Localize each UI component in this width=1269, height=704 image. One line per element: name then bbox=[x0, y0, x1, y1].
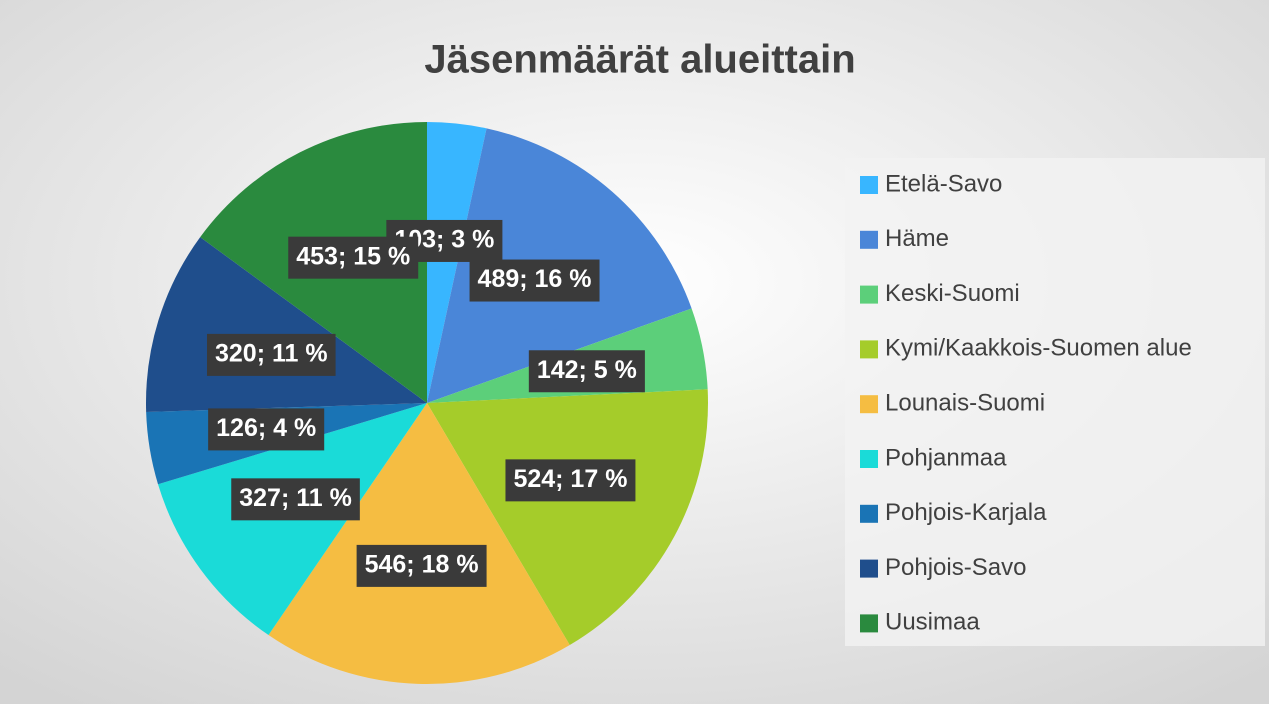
legend-swatch bbox=[860, 504, 878, 523]
legend-label: Lounais-Suomi bbox=[885, 390, 1045, 417]
data-label: 320; 11 % bbox=[215, 340, 328, 368]
chart-title: Jäsenmäärät alueittain bbox=[424, 38, 855, 82]
legend-swatch bbox=[860, 614, 878, 633]
legend-swatch bbox=[860, 559, 878, 578]
data-label-box bbox=[206, 333, 336, 376]
data-label: 126; 4 % bbox=[216, 414, 316, 442]
legend-label: Uusimaa bbox=[885, 609, 980, 636]
legend-label: Pohjanmaa bbox=[885, 444, 1007, 471]
data-label-box bbox=[231, 478, 360, 521]
legend-box bbox=[845, 158, 1265, 646]
legend-swatch bbox=[860, 395, 878, 414]
data-label-box bbox=[469, 259, 600, 302]
data-label: 142; 5 % bbox=[537, 356, 637, 384]
data-label-box bbox=[356, 544, 487, 587]
data-label-box bbox=[208, 408, 325, 451]
legend-swatch bbox=[860, 230, 878, 249]
legend-label: Kymi/Kaakkois-Suomen alue bbox=[885, 335, 1192, 362]
data-label: 489; 16 % bbox=[478, 265, 592, 293]
data-label-box bbox=[288, 236, 419, 279]
pie-slice bbox=[427, 122, 487, 403]
data-label-box bbox=[528, 350, 645, 393]
legend-label: Keski-Suomi bbox=[885, 280, 1020, 307]
legend-swatch bbox=[860, 285, 878, 304]
legend-label: Etelä-Savo bbox=[885, 170, 1002, 197]
legend-swatch bbox=[860, 340, 878, 359]
data-label: 453; 15 % bbox=[296, 242, 410, 270]
data-label: 546; 18 % bbox=[365, 550, 479, 578]
legend-swatch bbox=[860, 176, 878, 194]
legend-label: Pohjois-Savo bbox=[885, 554, 1026, 581]
data-label: 524; 17 % bbox=[513, 465, 627, 493]
legend-label: Häme bbox=[885, 225, 949, 252]
pie-slice bbox=[427, 389, 709, 646]
pie-slice bbox=[268, 403, 570, 684]
data-label-box bbox=[505, 459, 636, 502]
data-label: 327; 11 % bbox=[239, 484, 352, 512]
legend-swatch bbox=[860, 450, 878, 468]
legend-label: Pohjois-Karjala bbox=[885, 499, 1047, 526]
